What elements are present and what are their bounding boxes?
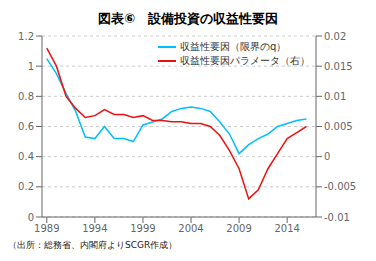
svg-text:0.015: 0.015 [324, 61, 353, 72]
svg-text:1.2: 1.2 [18, 31, 34, 42]
svg-text:1999: 1999 [130, 223, 155, 234]
svg-text:1: 1 [28, 61, 34, 72]
svg-text:0.2: 0.2 [18, 181, 34, 192]
svg-text:0: 0 [324, 151, 330, 162]
svg-text:2014: 2014 [274, 223, 299, 234]
svg-text:0.01: 0.01 [324, 91, 346, 102]
svg-text:0.8: 0.8 [18, 91, 34, 102]
svg-text:-0.005: -0.005 [324, 181, 356, 192]
svg-text:2004: 2004 [178, 223, 203, 234]
svg-text:0: 0 [28, 212, 34, 223]
svg-text:2009: 2009 [226, 223, 251, 234]
svg-text:0.02: 0.02 [324, 31, 346, 42]
svg-text:0.6: 0.6 [18, 121, 34, 132]
svg-text:-0.01: -0.01 [324, 212, 350, 223]
html-text:図表⑥ 設備投資の収益性要因: 図表⑥ 設備投資の収益性要因 [98, 11, 278, 26]
html-text:収益性要因パラメータ（右）: 収益性要因パラメータ（右） [180, 55, 310, 66]
html-text:（出所：総務省、内閣府よりSCGR作成）: （出所：総務省、内閣府よりSCGR作成） [8, 240, 178, 250]
svg-text:0.4: 0.4 [18, 151, 34, 162]
svg-text:1989: 1989 [34, 223, 59, 234]
html-text:収益性要因（限界のq）: 収益性要因（限界のq） [180, 41, 287, 52]
svg-text:0.005: 0.005 [324, 121, 353, 132]
svg-text:1994: 1994 [82, 223, 107, 234]
